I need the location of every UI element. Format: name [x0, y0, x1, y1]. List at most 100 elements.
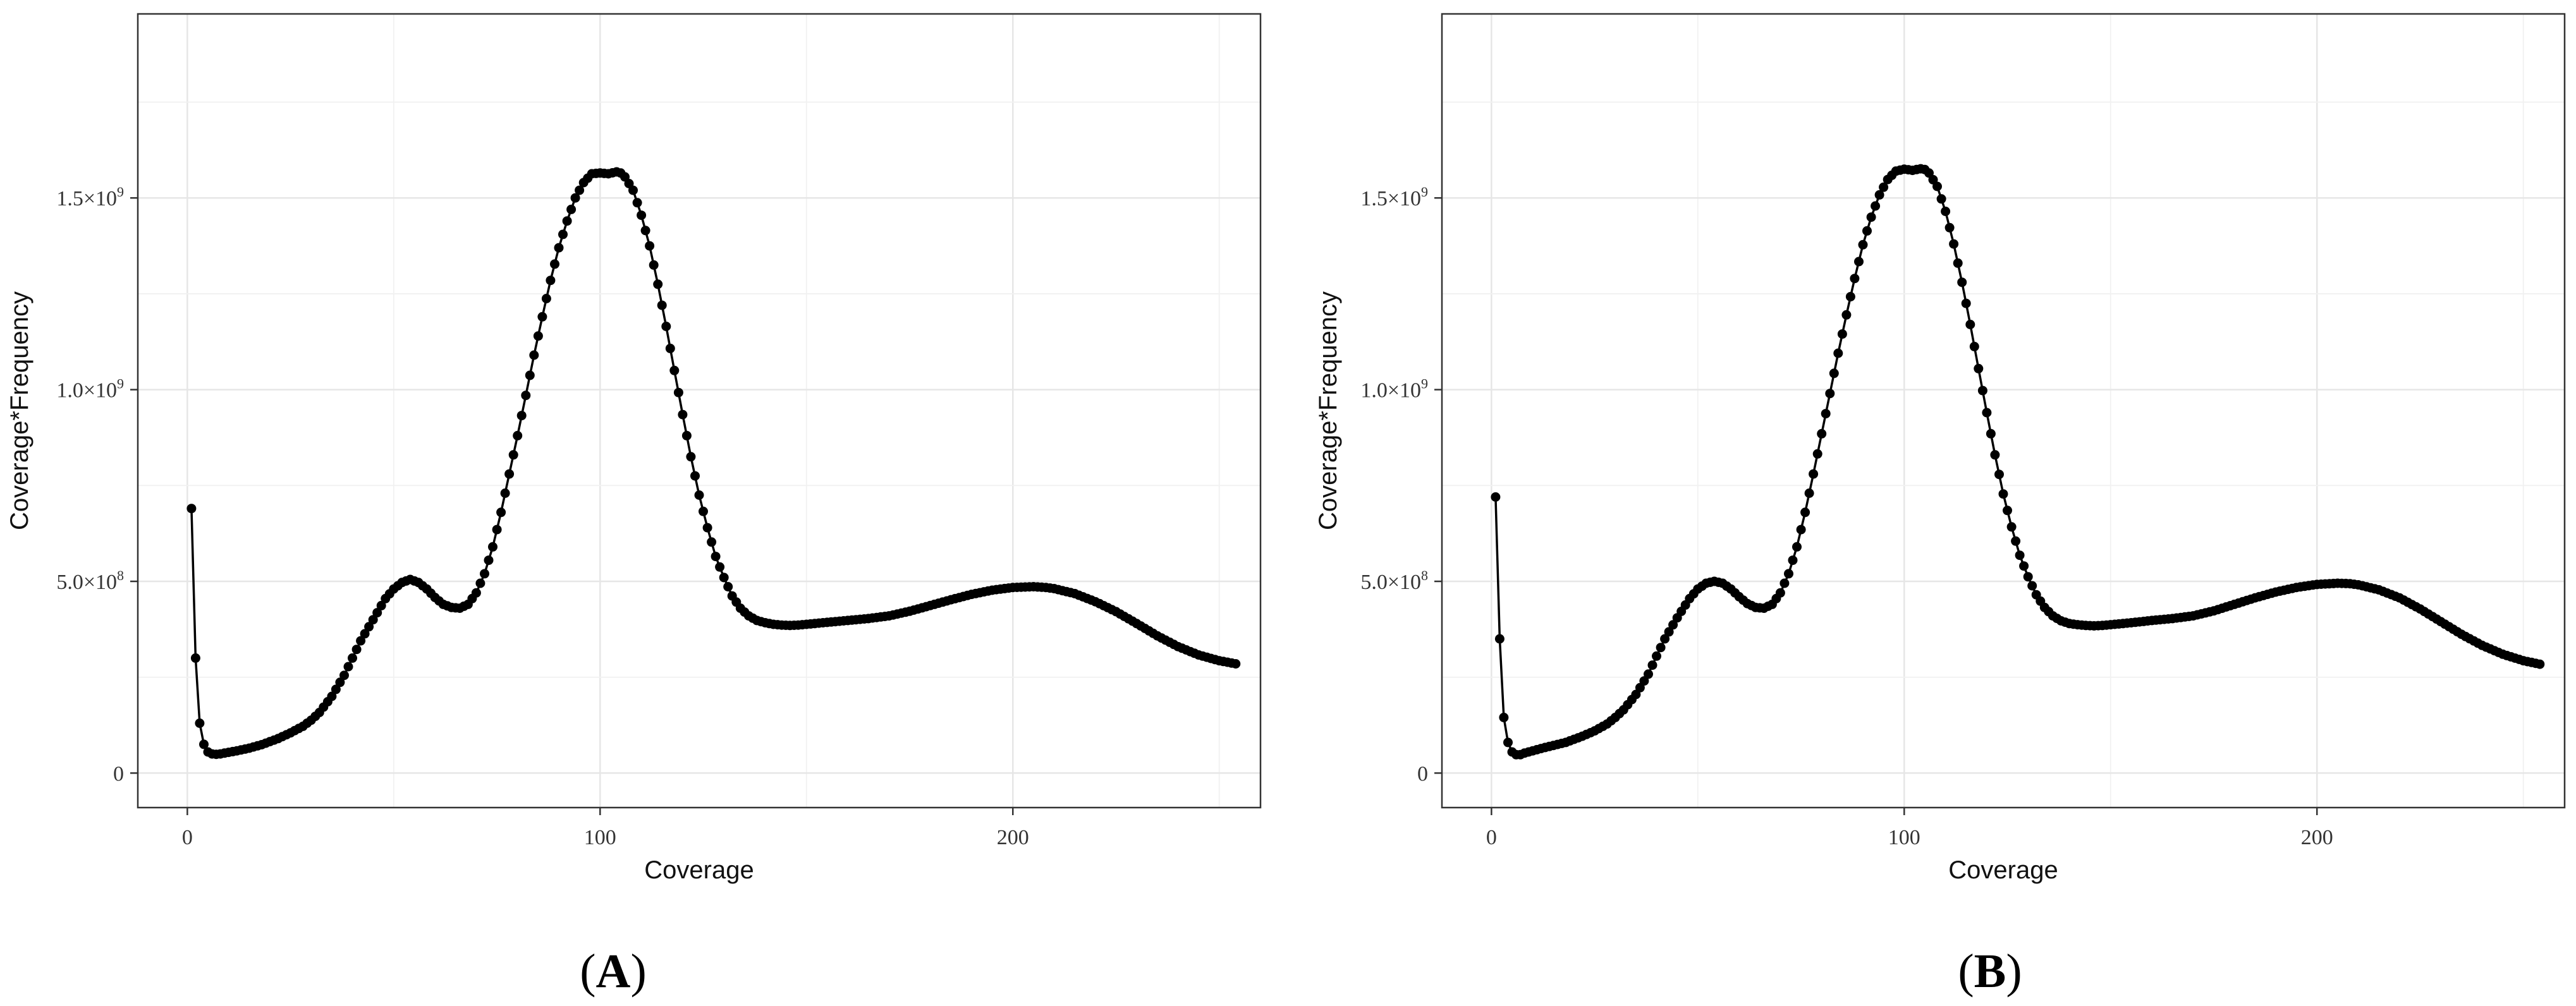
data-point — [1664, 627, 1674, 637]
data-point — [500, 488, 510, 498]
data-point — [1957, 277, 1967, 288]
data-point — [186, 504, 197, 514]
data-point — [1977, 385, 1987, 396]
data-point — [1647, 660, 1657, 670]
y-tick-label: 5.0×108 — [1360, 567, 1428, 594]
data-point — [372, 608, 382, 618]
data-point — [681, 430, 692, 440]
data-point — [1503, 737, 1513, 748]
y-tick-label: 1.0×109 — [56, 376, 124, 403]
grid-lines — [1442, 14, 2565, 808]
x-axis: 0 100 200 — [182, 808, 1029, 849]
data-point — [1491, 492, 1501, 502]
x-tick-label: 0 — [1486, 826, 1497, 849]
data-point — [2015, 550, 2025, 561]
data-point — [1800, 507, 1810, 518]
data-point — [1866, 212, 1876, 222]
data-point — [504, 469, 515, 479]
y-axis: 0 5.0×108 1.0×109 1.5×109 — [56, 184, 138, 785]
data-point — [537, 312, 547, 322]
plot-area — [1442, 14, 2565, 808]
data-point — [1668, 620, 1678, 630]
data-point — [707, 537, 717, 547]
data-point — [508, 450, 518, 460]
x-axis-title: Coverage — [644, 856, 754, 884]
x-axis: 0 100 200 — [1486, 808, 2333, 849]
plot-border — [1441, 13, 2566, 809]
data-point — [1231, 659, 1241, 669]
data-point — [471, 588, 481, 598]
y-tick-label: 5.0×108 — [56, 567, 124, 594]
data-point — [190, 653, 200, 663]
grid-lines — [138, 14, 1261, 808]
data-point — [1969, 341, 1979, 351]
data-point — [1871, 201, 1881, 211]
data-point — [2027, 581, 2037, 591]
data-point — [1775, 588, 1785, 598]
data-point — [1499, 712, 1509, 722]
data-point — [1874, 190, 1884, 200]
data-point — [550, 259, 559, 269]
data-point — [484, 555, 494, 566]
data-point — [327, 691, 337, 701]
data-point — [1879, 182, 1889, 192]
data-point — [1986, 428, 1996, 439]
x-axis-title: Coverage — [1948, 856, 2058, 884]
data-point — [1788, 555, 1798, 566]
data-point — [690, 471, 700, 481]
data-point — [715, 562, 725, 572]
data-point — [1829, 368, 1839, 379]
data-point — [699, 506, 708, 516]
x-tick-label: 200 — [997, 826, 1029, 849]
data-point — [480, 569, 489, 579]
data-point — [199, 739, 209, 749]
data-point — [1660, 634, 1670, 644]
data-point — [339, 670, 349, 681]
panel-label: (A) — [580, 945, 647, 998]
data-point — [1944, 222, 1955, 233]
plot-border — [137, 13, 1262, 809]
data-point — [2535, 659, 2545, 669]
data-point — [1656, 643, 1666, 653]
data-point — [645, 241, 655, 251]
data-series — [186, 167, 1241, 760]
y-tick-label: 0 — [1417, 762, 1428, 785]
data-point — [562, 216, 572, 226]
data-point — [513, 430, 523, 440]
data-point — [525, 370, 535, 380]
data-point — [1779, 578, 1790, 588]
data-point — [496, 507, 506, 518]
data-point — [628, 185, 638, 195]
data-point — [719, 573, 729, 583]
data-point — [2019, 561, 2029, 571]
data-point — [541, 294, 551, 303]
data-point — [1949, 239, 1959, 249]
data-point — [665, 343, 675, 353]
data-point — [488, 542, 497, 552]
data-point — [554, 243, 564, 253]
data-point — [1837, 329, 1847, 339]
data-point — [1652, 651, 1661, 661]
data-point — [1792, 542, 1802, 552]
data-point — [1784, 569, 1793, 579]
data-point — [2011, 536, 2021, 546]
data-point — [1821, 409, 1831, 419]
data-point — [1494, 634, 1505, 644]
data-point — [1854, 257, 1864, 267]
data-point — [632, 198, 642, 208]
data-point — [657, 300, 667, 310]
data-point — [1809, 469, 1819, 479]
data-point — [348, 653, 357, 663]
data-point — [1850, 274, 1860, 284]
data-point — [570, 193, 580, 203]
data-point — [673, 387, 683, 397]
data-point — [376, 600, 386, 610]
y-tick-label: 0 — [113, 762, 124, 785]
y-tick-label: 1.5×109 — [56, 184, 124, 210]
data-point — [678, 409, 688, 420]
data-point — [1974, 363, 1984, 373]
data-point — [1825, 389, 1835, 399]
data-point — [723, 582, 733, 591]
data-point — [516, 411, 527, 421]
